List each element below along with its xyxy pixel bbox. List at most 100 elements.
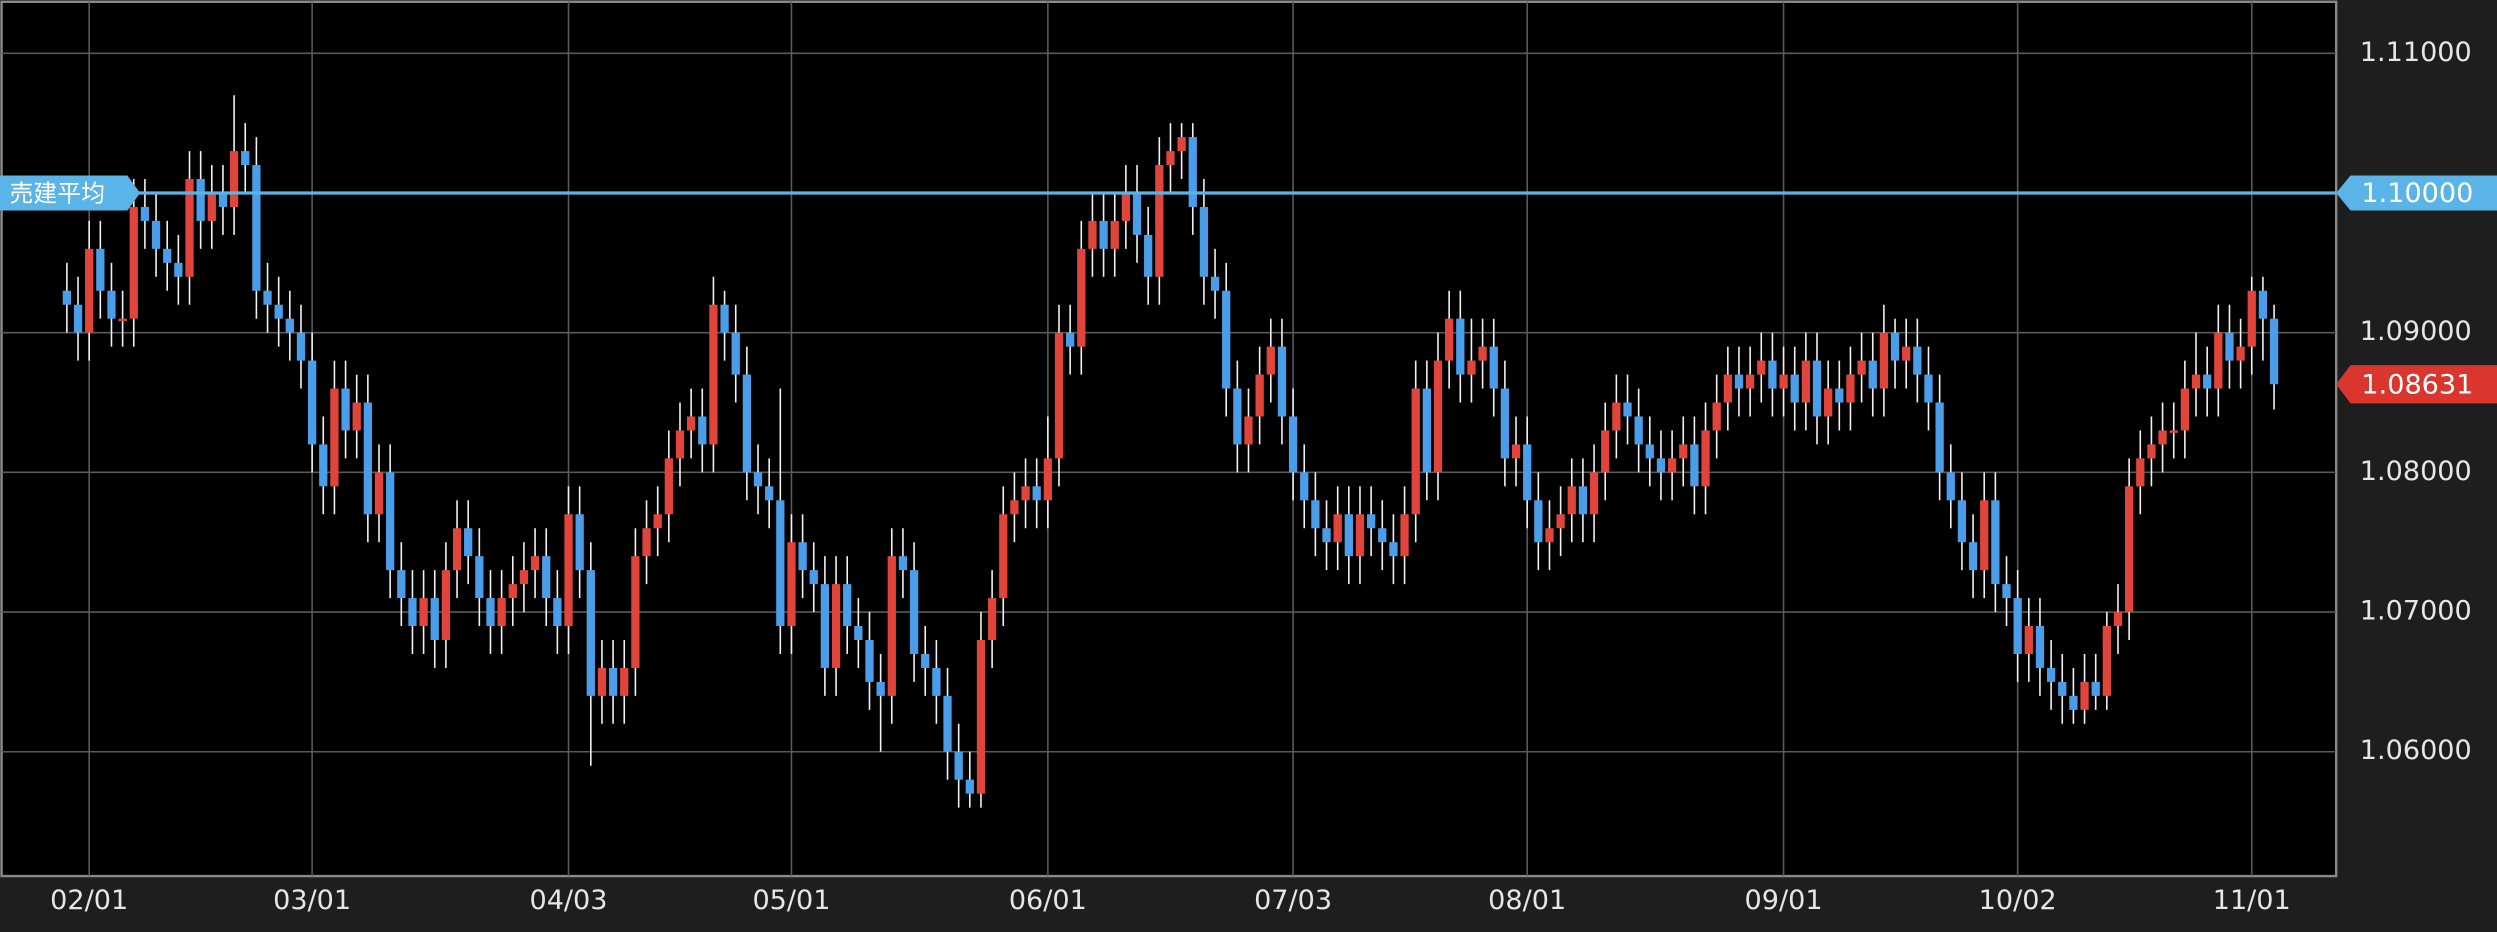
candle-body bbox=[1790, 374, 1799, 403]
candle-body bbox=[664, 458, 673, 515]
candle-body bbox=[1612, 402, 1621, 431]
candle-body bbox=[252, 165, 261, 291]
y-tick-label: 1.11000 bbox=[2360, 37, 2472, 68]
candle-body bbox=[1500, 388, 1510, 459]
candle-body bbox=[1288, 416, 1298, 473]
candle-body bbox=[653, 514, 662, 529]
candle-body bbox=[408, 598, 417, 627]
candle-body bbox=[2002, 584, 2011, 599]
candle-body bbox=[1712, 402, 1721, 431]
y-tick-label: 1.07000 bbox=[2360, 596, 2472, 627]
candle-body bbox=[1991, 500, 2000, 585]
candle-body bbox=[452, 528, 462, 571]
candle-body bbox=[1099, 220, 1108, 249]
candle-body bbox=[1835, 388, 1844, 403]
candle-body bbox=[564, 514, 573, 627]
candle-body bbox=[1456, 318, 1465, 375]
average-tag-right bbox=[2336, 175, 2497, 211]
candle-body bbox=[976, 639, 986, 794]
candle-body bbox=[2035, 626, 2045, 668]
x-tick-label: 11/01 bbox=[2213, 885, 2291, 916]
candle-body bbox=[1155, 165, 1164, 277]
candle-body bbox=[319, 444, 328, 487]
candle-body bbox=[1210, 276, 1220, 291]
candle-body bbox=[909, 570, 919, 654]
candle-body bbox=[865, 639, 874, 682]
candle-body bbox=[1623, 402, 1632, 417]
candle-body bbox=[954, 751, 963, 780]
candle-body bbox=[720, 304, 729, 333]
y-tick-label: 1.08000 bbox=[2360, 456, 2472, 487]
candle-body bbox=[2214, 332, 2223, 389]
candle-body bbox=[2158, 430, 2167, 445]
candle-body bbox=[1021, 486, 1030, 501]
candle-body bbox=[1846, 374, 1855, 403]
candle-body bbox=[1166, 151, 1175, 166]
x-tick-label: 03/01 bbox=[273, 885, 351, 916]
candle-body bbox=[608, 667, 618, 696]
candle-body bbox=[798, 542, 807, 571]
candle-body bbox=[2069, 695, 2078, 710]
candle-body bbox=[341, 388, 350, 431]
candle-body bbox=[1868, 360, 1877, 389]
candle-body bbox=[553, 598, 562, 627]
candle-body bbox=[1255, 374, 1264, 417]
candle-body bbox=[229, 151, 239, 207]
candle-body bbox=[1032, 486, 1041, 501]
candle-body bbox=[1578, 486, 1588, 515]
candle-body bbox=[151, 220, 161, 249]
candle-body bbox=[1066, 332, 1075, 347]
candle-body bbox=[742, 374, 752, 473]
candle-body bbox=[965, 779, 974, 794]
candle-body bbox=[731, 332, 740, 375]
candle-body bbox=[330, 388, 339, 487]
candle-body bbox=[698, 416, 707, 445]
candle-body bbox=[196, 179, 205, 221]
candle-body bbox=[307, 360, 317, 445]
candle-body bbox=[586, 570, 595, 696]
candle-body bbox=[854, 626, 863, 640]
candle-body bbox=[709, 304, 718, 445]
candle-body bbox=[352, 402, 361, 431]
candle-body bbox=[263, 290, 272, 305]
candle-body bbox=[1322, 528, 1331, 543]
candle-body bbox=[1222, 290, 1231, 389]
candle-body bbox=[1902, 346, 1911, 361]
candle-body bbox=[1277, 346, 1287, 417]
candle-body bbox=[2013, 598, 2022, 654]
candle-body bbox=[597, 667, 607, 696]
candle-body bbox=[1010, 500, 1019, 515]
candle-body bbox=[943, 695, 952, 752]
candle-body bbox=[1177, 137, 1186, 152]
candle-body bbox=[296, 332, 306, 361]
candle-body bbox=[1968, 542, 1978, 571]
candle-body bbox=[765, 486, 774, 501]
candle-body bbox=[508, 584, 517, 599]
candle-body bbox=[1768, 360, 1777, 389]
candle-body bbox=[2203, 374, 2212, 389]
candle-body bbox=[2269, 318, 2279, 385]
candle-body bbox=[174, 262, 183, 277]
candle-body bbox=[2080, 681, 2089, 710]
average-tag-left bbox=[0, 175, 141, 211]
candle-body bbox=[1812, 360, 1822, 417]
candle-body bbox=[820, 584, 830, 668]
candle-body bbox=[1690, 444, 1699, 487]
candle-body bbox=[987, 598, 997, 640]
candle-body bbox=[1077, 248, 1086, 347]
candle-body bbox=[163, 248, 172, 263]
axes: 1.06000 1.07000 1.08000 1.09000 1.11000 02/01… bbox=[50, 37, 2472, 916]
candle-body bbox=[2236, 346, 2245, 361]
candle-body bbox=[1378, 528, 1387, 543]
candle-body bbox=[2024, 626, 2033, 654]
candle-body bbox=[1734, 374, 1744, 389]
candle-body bbox=[1857, 360, 1866, 375]
x-tick-label: 06/01 bbox=[1009, 885, 1087, 916]
candle-body bbox=[542, 556, 551, 599]
candle-body bbox=[1511, 444, 1521, 459]
candle-body bbox=[843, 584, 852, 627]
candle-body bbox=[464, 528, 473, 557]
candle-body bbox=[441, 570, 451, 640]
last-price-tag bbox=[2336, 365, 2497, 404]
candle-body bbox=[1366, 514, 1376, 529]
